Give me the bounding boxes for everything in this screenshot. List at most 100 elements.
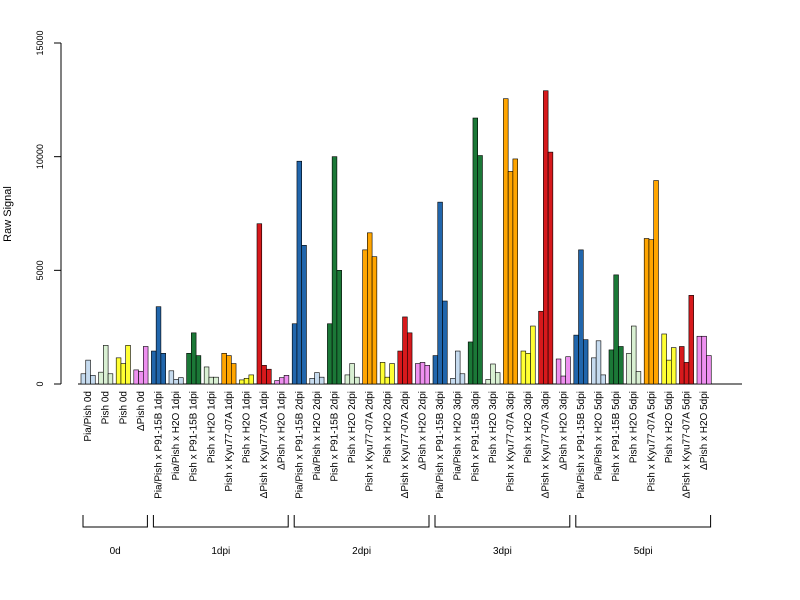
bars bbox=[80, 90, 712, 385]
x-tick-label: Pish 0d bbox=[118, 391, 129, 424]
bar bbox=[239, 379, 245, 385]
y-tick-label: 0 bbox=[35, 381, 45, 386]
time-group-bracket bbox=[434, 515, 571, 528]
x-tick-label: Pia/Pish x P91-15B 2dpi bbox=[294, 391, 305, 499]
bar bbox=[98, 371, 104, 385]
bar bbox=[344, 374, 351, 385]
bar bbox=[80, 373, 87, 385]
x-tick-label: Pia/Pish x P91-15B 3dpi bbox=[435, 391, 446, 499]
bar bbox=[266, 368, 272, 385]
bar bbox=[397, 350, 403, 385]
bar bbox=[379, 362, 386, 385]
bar bbox=[490, 363, 496, 385]
x-tick-label: ΔPish x H2O 2dpi bbox=[418, 391, 429, 470]
bar bbox=[494, 372, 501, 385]
bar bbox=[354, 376, 360, 385]
x-tick-label: ΔPish x H2O 3dpi bbox=[558, 391, 569, 470]
bar bbox=[525, 353, 531, 385]
bar bbox=[648, 239, 655, 385]
bar bbox=[591, 357, 597, 385]
bar bbox=[643, 238, 650, 385]
bar bbox=[595, 340, 602, 385]
bar bbox=[626, 353, 632, 385]
time-group-bracket bbox=[82, 515, 148, 528]
x-tick-label: Pish x H2O 2dpi bbox=[382, 391, 393, 463]
bar bbox=[560, 375, 567, 385]
x-tick-label: Pish x Kyu77-07A 5dpi bbox=[646, 391, 657, 492]
bar bbox=[178, 377, 184, 385]
x-tick-label: Pish x Kyu77-07A 2dpi bbox=[365, 391, 376, 492]
bar bbox=[248, 374, 254, 385]
bar bbox=[151, 350, 157, 385]
bar bbox=[437, 201, 443, 385]
y-axis: 0 5000 10000 15000 bbox=[35, 30, 62, 387]
x-tick-label: Pish x Kyu77-07A 1dpi bbox=[224, 391, 235, 492]
bar bbox=[107, 373, 114, 385]
x-tick-label: Pish x P91-15B 2dpi bbox=[330, 391, 341, 482]
bar bbox=[291, 323, 298, 385]
bar bbox=[143, 346, 149, 385]
bar bbox=[555, 358, 562, 385]
bar bbox=[371, 256, 378, 385]
bar bbox=[331, 156, 338, 385]
bar bbox=[582, 339, 589, 385]
bar bbox=[120, 363, 126, 385]
bar bbox=[618, 346, 624, 385]
bar bbox=[485, 379, 491, 385]
x-tick-label: Pish x Kyu77-07A 3dpi bbox=[506, 391, 517, 492]
bar bbox=[362, 249, 368, 385]
bar bbox=[635, 371, 642, 385]
bar bbox=[679, 346, 685, 385]
x-tick-label: Pia/Pish x H2O 1dpi bbox=[171, 391, 182, 481]
bar bbox=[455, 350, 461, 385]
y-tick-label: 10000 bbox=[35, 144, 45, 169]
bar bbox=[530, 325, 536, 385]
bar bbox=[296, 160, 303, 385]
bar bbox=[613, 274, 619, 385]
y-tick-label: 15000 bbox=[35, 30, 45, 55]
bar bbox=[125, 345, 131, 385]
bar bbox=[279, 377, 285, 385]
bar bbox=[283, 375, 290, 385]
bar bbox=[367, 232, 373, 385]
x-tick-label: Pish x P91-15B 5dpi bbox=[611, 391, 622, 482]
bar bbox=[419, 362, 426, 385]
x-tick-label: Pia/Pish x H2O 2dpi bbox=[312, 391, 323, 481]
bar bbox=[155, 306, 162, 385]
x-tick-label: Pia/Pish x H2O 3dpi bbox=[453, 391, 464, 481]
bar bbox=[653, 180, 659, 385]
bar bbox=[688, 295, 694, 385]
x-tick-label: Pish x H2O 3dpi bbox=[488, 391, 499, 463]
time-group-bracket bbox=[152, 515, 289, 528]
bar bbox=[208, 376, 214, 385]
bar bbox=[327, 323, 333, 385]
x-tick-label: ΔPish x Kyu77-07A 2dpi bbox=[400, 391, 411, 498]
bar bbox=[318, 376, 325, 385]
bar bbox=[670, 347, 677, 385]
x-tick-label: Pish x P91-15B 1dpi bbox=[189, 391, 200, 482]
bar bbox=[389, 363, 395, 385]
x-tick-label: Pish x P91-15B 3dpi bbox=[470, 391, 481, 482]
bar bbox=[565, 356, 571, 385]
bar bbox=[578, 249, 584, 385]
x-tick-label: Pish x H2O 3dpi bbox=[523, 391, 534, 463]
bar bbox=[221, 353, 227, 385]
y-tick-label: 5000 bbox=[35, 260, 45, 280]
bar bbox=[231, 363, 237, 385]
bar bbox=[115, 357, 122, 385]
bar bbox=[631, 325, 637, 385]
bar bbox=[472, 117, 479, 385]
x-tick-labels: Pia/Pish 0d Pish 0d Pish 0d ΔPish 0d Pia/Pis… bbox=[83, 391, 710, 499]
time-group-label: 0d bbox=[110, 546, 121, 557]
bar bbox=[467, 341, 474, 385]
bar bbox=[138, 370, 144, 385]
bar bbox=[538, 310, 544, 385]
bar bbox=[168, 370, 175, 385]
bar bbox=[243, 378, 250, 385]
bar bbox=[226, 355, 232, 385]
bar bbox=[543, 90, 549, 385]
bar bbox=[507, 171, 514, 385]
x-tick-label: ΔPish x H2O 5dpi bbox=[699, 391, 710, 470]
time-group-label: 2dpi bbox=[352, 546, 371, 557]
time-group-bracket bbox=[575, 515, 712, 528]
